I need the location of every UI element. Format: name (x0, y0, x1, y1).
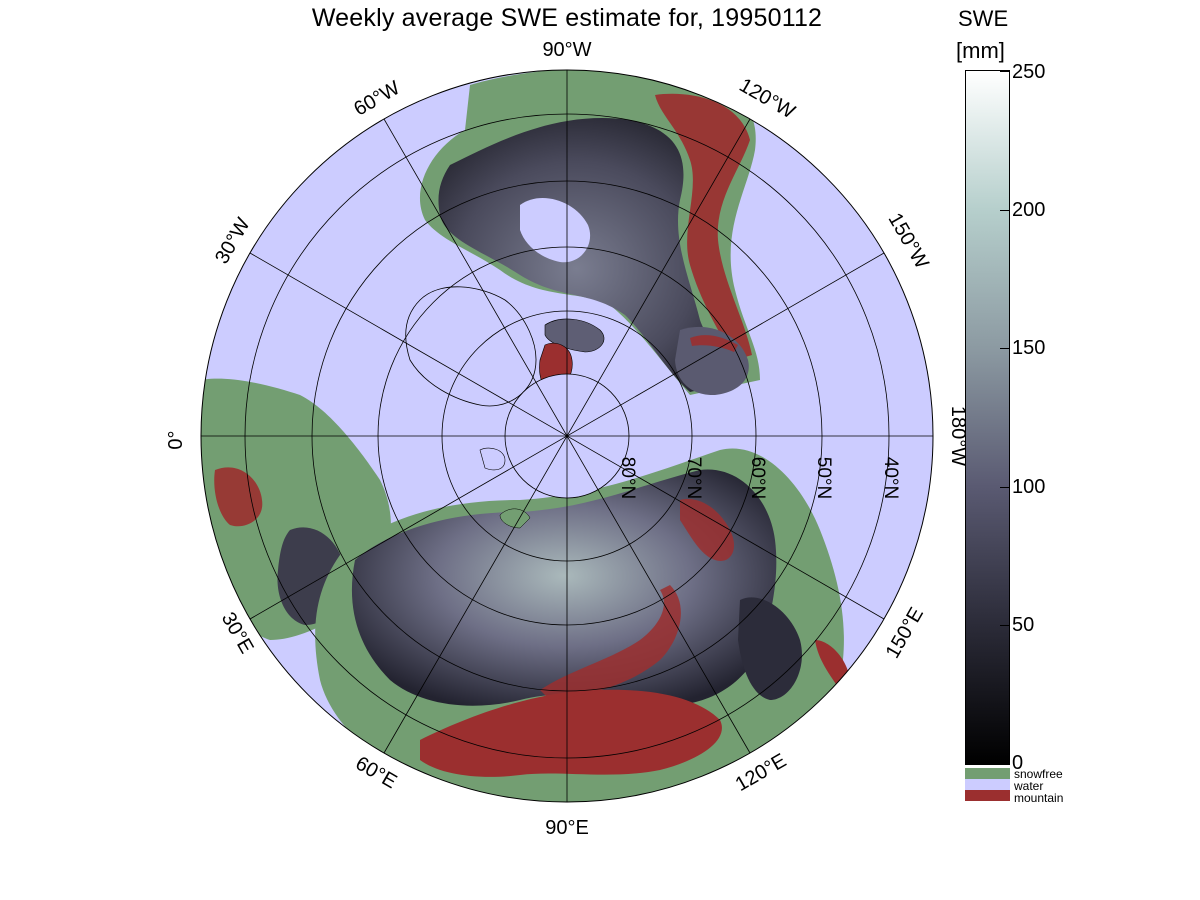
legend-swatch-water (965, 779, 1010, 790)
map-title: Weekly average SWE estimate for, 1995011… (311, 4, 823, 32)
tick-mark-250 (1000, 71, 1010, 72)
lon-label-180w: 180°W (947, 406, 969, 466)
hudson-bay (520, 197, 591, 263)
east-siberia-mountains (680, 499, 735, 561)
legend-label-snowfree: snowfree (1014, 767, 1063, 781)
alaska-range (690, 335, 738, 352)
tick-label-50: 50 (1012, 614, 1035, 636)
legend-label-water: water (1014, 779, 1044, 793)
tick-mark-100 (1000, 487, 1010, 488)
tick-label-200: 200 (1012, 199, 1046, 221)
tick-label-250: 250 (1012, 61, 1046, 83)
graticule (200, 69, 934, 803)
lon-label-0: 0° (165, 430, 187, 449)
colorbar-units: [mm] (956, 38, 1005, 63)
colorbar-gradient (965, 70, 1010, 765)
rocky-mountains (655, 93, 752, 360)
lat-label-50n: 50°N (813, 457, 834, 499)
lon-label-150w: 150°W (884, 209, 933, 272)
tick-mark-50 (1000, 625, 1010, 626)
legend-swatch-snowfree (965, 768, 1010, 779)
svalbard (479, 447, 506, 471)
tick-label-0: 0 (1012, 752, 1024, 774)
tick-label-150: 150 (1012, 337, 1046, 359)
tick-mark-150 (1000, 348, 1010, 349)
colorbar-title: SWE (958, 6, 1009, 31)
alps-mountains (214, 467, 263, 527)
meridian-150w-30e (249, 252, 885, 620)
lon-label-90w: 90°W (542, 39, 591, 61)
lat-label-40n: 40°N (880, 457, 901, 499)
lat-label-70n: 70°N (683, 457, 704, 499)
japan-mountains (815, 640, 850, 690)
tick-mark-200 (1000, 210, 1010, 211)
legend-label-mountain: mountain (1014, 791, 1064, 805)
map-border (200, 69, 934, 803)
kamchatka (738, 597, 802, 700)
lat-label-80n: 80°N (617, 457, 638, 499)
land-layer (201, 70, 850, 802)
legend-swatch-mountain (965, 790, 1010, 801)
tick-label-100: 100 (1012, 476, 1046, 498)
lon-label-150e: 150°E (882, 604, 928, 662)
himalaya-mountains (420, 689, 722, 777)
lon-label-90e: 90°E (545, 817, 589, 839)
greenland (405, 286, 537, 407)
lat-label-60n: 60°N (747, 457, 768, 499)
